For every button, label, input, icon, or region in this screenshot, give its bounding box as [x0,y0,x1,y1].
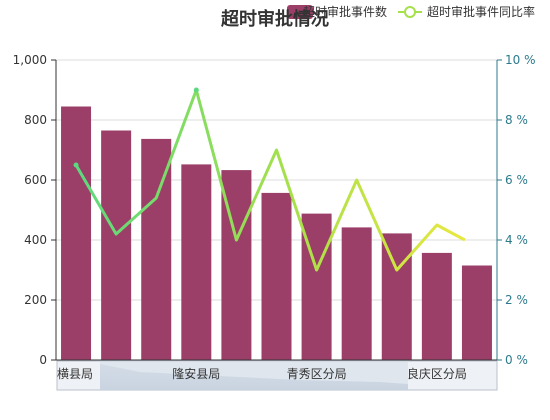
chart-title: 超时审批情况 [221,8,329,30]
data-zoom-slider[interactable] [56,360,498,391]
y-right-tick-label: 6 % [505,173,528,187]
x-tick-label: 隆安县局 [172,366,220,381]
y-right-tick-label: 8 % [505,113,528,127]
line-series [73,87,466,272]
y-left-tick-label: 1,000 [13,53,47,67]
bar[interactable] [61,106,92,361]
bar[interactable] [421,252,452,360]
x-tick-label: 横县局 [57,367,93,381]
line-point[interactable] [193,87,199,93]
bar[interactable] [181,164,212,360]
legend-bar-label[interactable]: 超时审批事件数 [303,4,387,19]
legend[interactable]: 超时审批事件数 超时审批事件同比率 [287,4,535,19]
x-tick-label: 良庆区分局 [407,366,467,381]
y-left-tick-label: 200 [24,293,47,307]
y-right-tick-label: 10 % [505,53,536,67]
y-left-tick-label: 600 [24,173,47,187]
y-right-tick-label: 2 % [505,293,528,307]
y-right-tick-label: 0 % [505,353,528,367]
y-left-tick-label: 0 [39,353,47,367]
rate-line [74,88,466,272]
bar[interactable] [341,227,372,360]
bar[interactable] [141,138,172,360]
bar[interactable] [461,265,492,361]
y-left-tick-label: 400 [24,233,47,247]
legend-line-label[interactable]: 超时审批事件同比率 [427,4,535,19]
bar-series [61,106,492,361]
bar[interactable] [101,130,132,361]
line-point[interactable] [73,162,79,168]
legend-line-marker [404,6,416,18]
x-tick-label: 青秀区分局 [287,367,347,381]
legend-bar-swatch [287,5,313,19]
data-zoom-window[interactable] [100,361,408,390]
bar[interactable] [381,233,412,360]
x-tick-labels: 横县局 隆安县局 青秀区分局 良庆区分局 [57,366,467,381]
axes: 0 200 400 600 800 1,000 0 % 2 % 4 % 6 % 8 % 10 % [13,53,536,367]
y-left-tick-label: 800 [24,113,47,127]
bar[interactable] [261,192,292,360]
y-right-tick-label: 4 % [505,233,528,247]
